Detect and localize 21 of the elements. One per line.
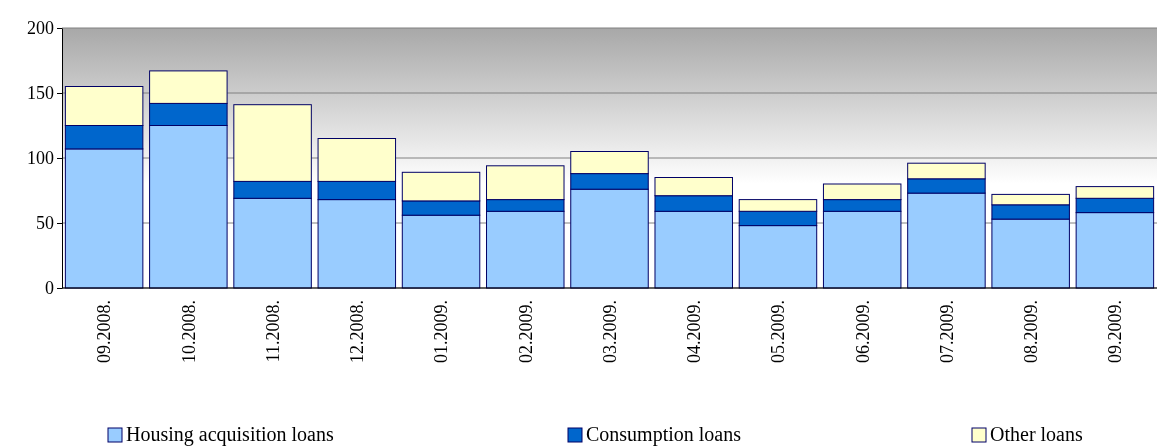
y-tick-label: 100 <box>27 148 54 169</box>
legend-label: Consumption loans <box>586 423 742 446</box>
x-tick-label: 12.2008. <box>347 300 368 363</box>
x-tick-label: 09.2009. <box>1105 300 1126 363</box>
y-tick-label: 200 <box>27 18 54 39</box>
x-tick-label: 06.2009. <box>852 300 873 363</box>
x-tick-label: 04.2009. <box>684 300 705 363</box>
x-tick-label: 02.2009. <box>515 300 536 363</box>
x-tick-label: 07.2009. <box>936 300 957 363</box>
x-tick-label: 10.2008. <box>178 300 199 363</box>
x-tick-label: 08.2009. <box>1020 300 1041 363</box>
legend-label: Housing acquisition loans <box>126 423 334 446</box>
x-tick-label: 11.2008. <box>262 300 283 363</box>
y-tick-label: 50 <box>36 213 54 234</box>
x-tick-label: 09.2008. <box>94 300 115 363</box>
y-tick-label: 0 <box>45 278 54 299</box>
x-tick-label: 05.2009. <box>768 300 789 363</box>
x-tick-label: 01.2009. <box>431 300 452 363</box>
legend-label: Other loans <box>990 423 1083 445</box>
y-tick-label: 150 <box>27 83 54 104</box>
x-tick-label: 03.2009. <box>599 300 620 363</box>
